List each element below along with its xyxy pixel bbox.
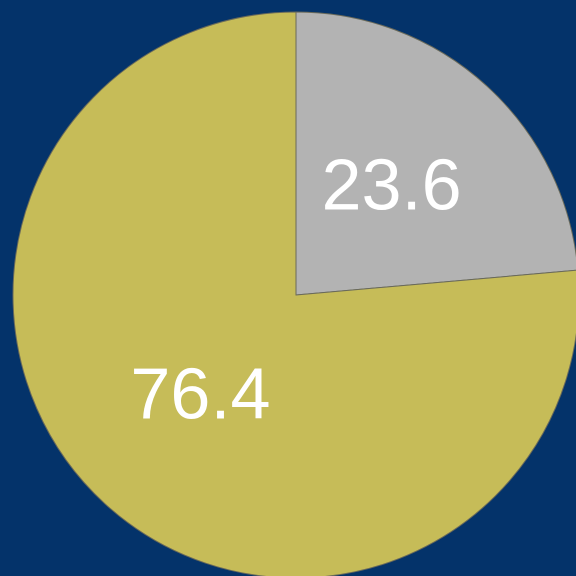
pie-slice (12, 11, 576, 576)
data-label: 23.6 (321, 146, 461, 226)
pie-slice (295, 11, 576, 296)
data-label: 76.4 (130, 354, 270, 434)
